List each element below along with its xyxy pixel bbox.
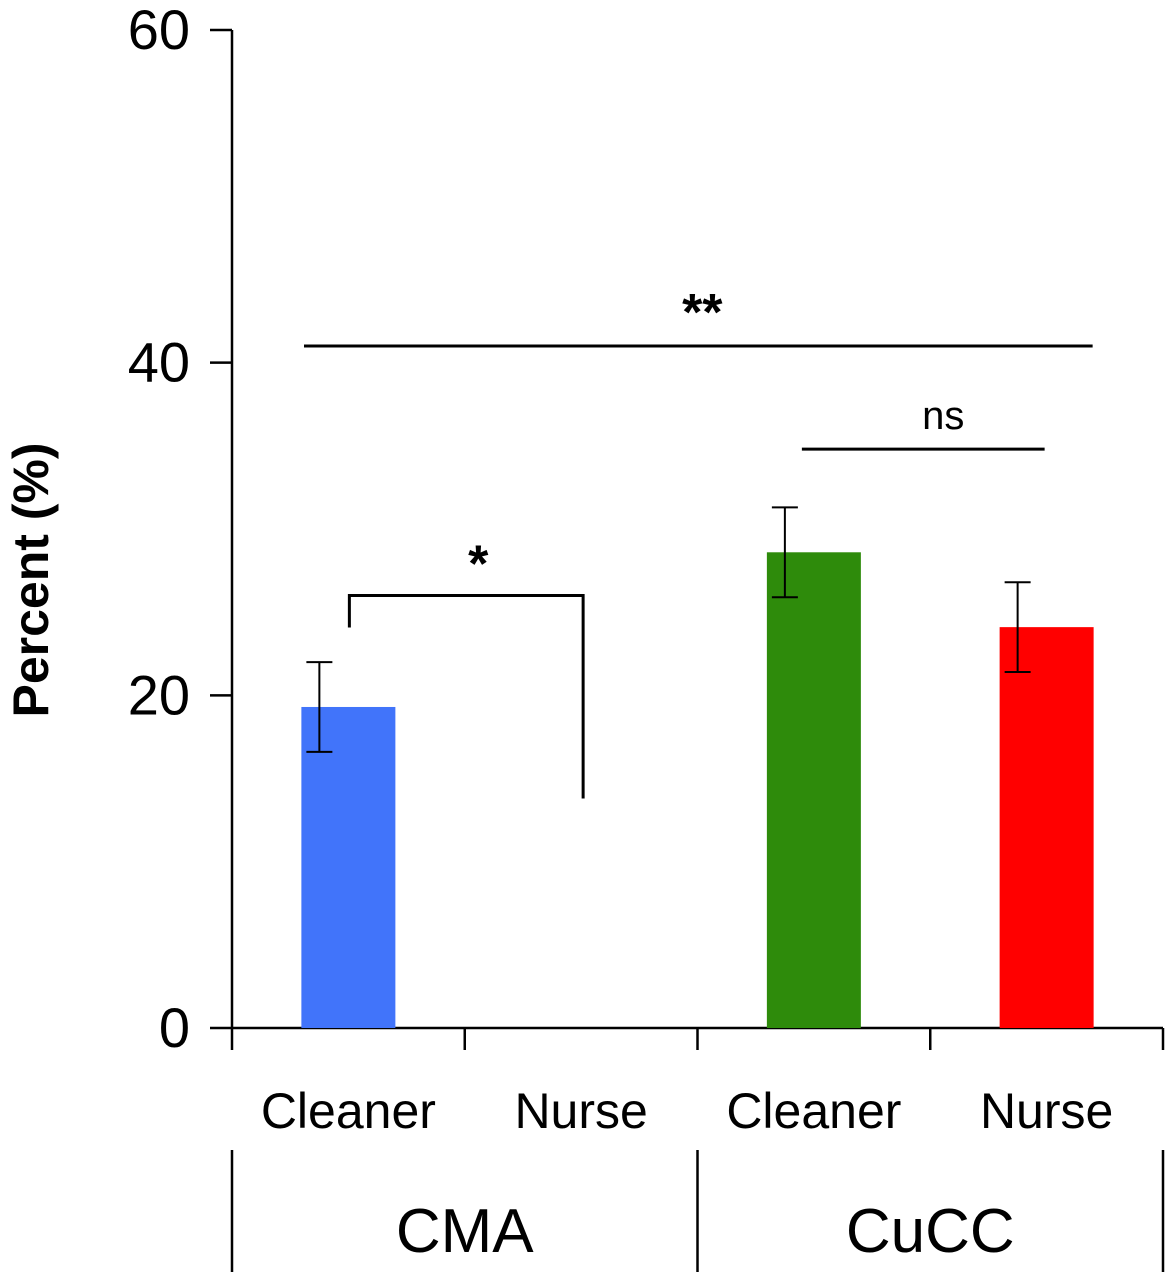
y-tick-label: 40 xyxy=(128,331,190,394)
plot-area: 0 20 40 60 Cleaner Nurse Cleaner Nurse CMA CuCC * n… xyxy=(128,0,1165,1272)
y-axis-label: Percent (%) xyxy=(3,442,59,717)
y-tick-label: 0 xyxy=(159,996,190,1059)
x-category-label: Cleaner xyxy=(261,1083,436,1139)
x-category-label: Nurse xyxy=(980,1083,1113,1139)
x-category-label: Cleaner xyxy=(726,1083,901,1139)
x-category-label: Nurse xyxy=(514,1083,647,1139)
bar-nurse-3 xyxy=(999,627,1094,1028)
significance-label: ns xyxy=(922,394,964,438)
significance-label: ** xyxy=(682,284,723,342)
group-label: CuCC xyxy=(846,1197,1015,1266)
significance-bracket xyxy=(347,594,585,799)
y-tick-label: 60 xyxy=(128,0,190,61)
group-label: CMA xyxy=(396,1197,534,1266)
y-tick-label: 20 xyxy=(128,663,190,726)
significance-label: * xyxy=(468,536,489,594)
bar-cleaner-0 xyxy=(301,706,396,1028)
bar-cleaner-2 xyxy=(766,552,861,1028)
